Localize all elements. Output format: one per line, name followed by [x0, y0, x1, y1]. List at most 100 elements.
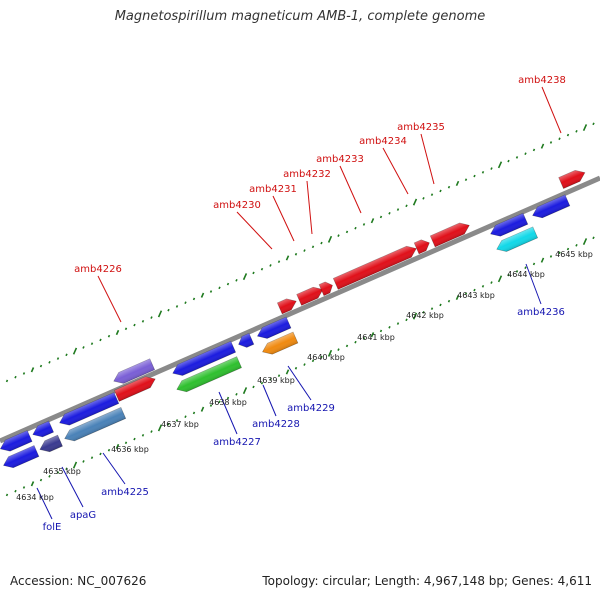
gene-arrow-amb4238[interactable] — [558, 167, 588, 189]
tick-mark — [473, 288, 476, 292]
gene-label-folE[interactable]: folE — [36, 487, 62, 533]
gene-arrow-apaG[interactable] — [38, 434, 63, 455]
kbp-label: 4639 kbp — [257, 376, 295, 385]
gene-arrow-blue-h[interactable] — [530, 194, 571, 221]
tick-mark — [422, 197, 425, 200]
gene-arrow-amb4227[interactable] — [174, 356, 242, 395]
tick-mark — [439, 189, 442, 193]
kbp-label: 4636 kbp — [111, 445, 149, 454]
tick-mark — [558, 251, 561, 255]
kbp-label: 4643 kbp — [457, 291, 495, 300]
tick-mark — [532, 148, 536, 152]
tick-mark — [337, 234, 340, 237]
gene-arrow-amb4233[interactable] — [332, 243, 418, 290]
tick-mark — [327, 349, 333, 357]
tick-mark — [200, 406, 205, 412]
tick-mark — [30, 481, 35, 487]
gene-label-amb4227[interactable]: amb4227 — [213, 391, 261, 448]
tick-mark — [39, 478, 43, 482]
gene-label-amb4231[interactable]: amb4231 — [249, 184, 297, 242]
gene-label-amb4233[interactable]: amb4233 — [316, 154, 364, 214]
gene-arrow-amb4234[interactable] — [413, 237, 432, 255]
gene-label-text: amb4235 — [397, 122, 445, 133]
gene-arrow-blue-a[interactable] — [0, 430, 33, 455]
gene-arrow-folE[interactable] — [1, 445, 40, 471]
gene-label-text: amb4233 — [316, 154, 364, 165]
gene-arrow-blue-b[interactable] — [30, 420, 54, 440]
gene-arrow-amb4230[interactable] — [276, 296, 298, 315]
tick-mark — [464, 178, 468, 182]
gene-label-amb4235[interactable]: amb4235 — [397, 122, 445, 185]
gene-arrow-amb4231[interactable] — [296, 284, 326, 306]
tick-mark — [379, 215, 383, 219]
tick-mark — [566, 133, 570, 137]
gene-label-amb4229[interactable]: amb4229 — [287, 365, 335, 414]
gene-label-amb4226[interactable]: amb4226 — [74, 264, 122, 323]
tick-mark — [481, 284, 485, 288]
tick-mark — [464, 292, 468, 296]
tick-mark — [320, 241, 323, 245]
tick-mark — [277, 260, 281, 264]
tick-mark — [82, 460, 85, 463]
tick-mark — [396, 322, 400, 325]
gene-arrow-amb4228[interactable] — [260, 331, 299, 357]
kbp-label: 4641 kbp — [357, 333, 395, 342]
gene-arrow-amb4232[interactable] — [318, 280, 335, 296]
tick-mark — [285, 255, 290, 261]
gene-label-text: amb4236 — [517, 307, 565, 318]
gene-arrow-blue-d[interactable] — [170, 340, 237, 378]
gene-arrow-blue-f[interactable] — [255, 316, 292, 342]
tick-mark — [575, 129, 578, 133]
tick-mark — [200, 292, 205, 298]
tick-mark — [124, 441, 128, 445]
gene-arrow-blue-c[interactable] — [57, 392, 120, 428]
tick-mark — [515, 156, 519, 159]
gene-arrow-lavender[interactable] — [111, 358, 156, 387]
tick-mark — [388, 211, 391, 215]
gene-arrow-blue-e[interactable] — [236, 332, 255, 350]
tick-mark — [269, 378, 272, 381]
gene-label-text: amb4234 — [359, 136, 407, 147]
tick-mark — [22, 372, 26, 375]
gene-label-apaG[interactable]: apaG — [61, 466, 96, 521]
tick-mark — [490, 281, 493, 284]
tick-mark — [575, 243, 578, 247]
tick-mark — [133, 323, 136, 327]
gene-arrow-amb4235[interactable] — [429, 220, 471, 248]
gene-label-amb4228[interactable]: amb4228 — [252, 384, 300, 430]
tick-mark — [167, 422, 170, 426]
tick-mark — [150, 316, 153, 319]
gene-label-amb4225[interactable]: amb4225 — [101, 452, 149, 498]
gene-label-text: amb4228 — [252, 419, 300, 430]
gene-arrow-blue-g[interactable] — [488, 212, 529, 239]
tick-mark — [497, 275, 503, 283]
tick-mark — [370, 218, 375, 224]
tick-mark — [412, 312, 418, 320]
gene-label-text: amb4232 — [283, 169, 331, 180]
gene-arrow-amb4225[interactable] — [62, 407, 127, 444]
gene-label-amb4234[interactable]: amb4234 — [359, 136, 409, 195]
tick-mark — [167, 308, 170, 312]
kbp-label: 4634 kbp — [16, 493, 54, 502]
kbp-label: 4635 kbp — [43, 467, 81, 476]
gene-label-amb4238[interactable]: amb4238 — [518, 75, 566, 134]
gene-features — [0, 167, 588, 471]
tick-mark — [540, 257, 545, 263]
gene-arrow-amb4226[interactable] — [113, 373, 157, 402]
tick-marks — [5, 122, 595, 497]
gene-arrow-amb4236[interactable] — [494, 226, 539, 255]
gene-label-text: folE — [43, 522, 62, 533]
tick-mark — [473, 174, 476, 178]
gene-label-amb4230[interactable]: amb4230 — [213, 200, 273, 250]
tick-mark — [133, 437, 136, 441]
gene-label-amb4232[interactable]: amb4232 — [283, 169, 331, 235]
tick-mark — [396, 208, 400, 211]
tick-mark — [260, 381, 264, 385]
tick-mark — [141, 320, 145, 323]
gene-label-amb4236[interactable]: amb4236 — [517, 263, 565, 318]
tick-mark — [90, 456, 94, 459]
tick-mark — [582, 238, 588, 246]
tick-mark — [422, 311, 425, 314]
tick-mark — [175, 419, 179, 422]
tick-mark — [303, 249, 306, 252]
